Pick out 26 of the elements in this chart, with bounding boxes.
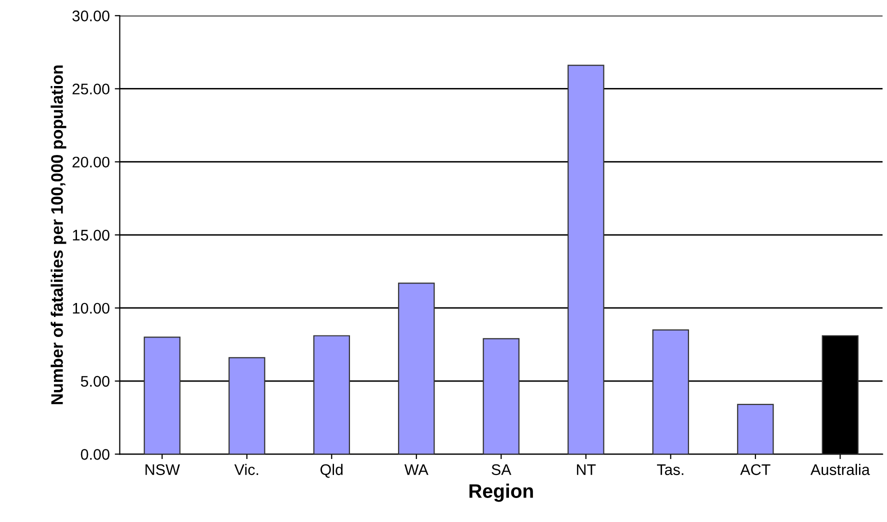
x-axis-title: Region [470,484,533,502]
bar [313,335,350,454]
x-tick-label: Vic. [234,464,258,476]
bar [228,357,266,454]
y-axis-title: Number of fatalities per 100,000 population [50,66,66,404]
y-tick-label: 15.00 [72,230,110,241]
bar [568,64,604,454]
x-tick-label: ACT [740,464,770,476]
y-tick-label: 30.00 [72,10,110,22]
bar [398,282,435,454]
y-tick-label: 0.00 [80,449,110,460]
x-tick-label: NT [576,464,596,475]
bar [737,404,774,454]
y-tick-label: 10.00 [72,302,110,314]
bar [652,329,690,454]
x-tick-label: NSW [146,464,180,476]
y-tick-label: 20.00 [72,156,110,168]
y-tick-label: 5.00 [80,376,110,387]
x-tick-label: WA [404,464,428,475]
x-tick-label: Qld [320,464,343,478]
x-tick-label: Tas. [657,464,684,476]
bar [144,336,180,454]
x-tick-label: Australia [810,464,870,476]
y-tick-label: 25.00 [72,84,110,94]
bar [482,338,520,454]
x-tick-label: SA [492,464,512,476]
